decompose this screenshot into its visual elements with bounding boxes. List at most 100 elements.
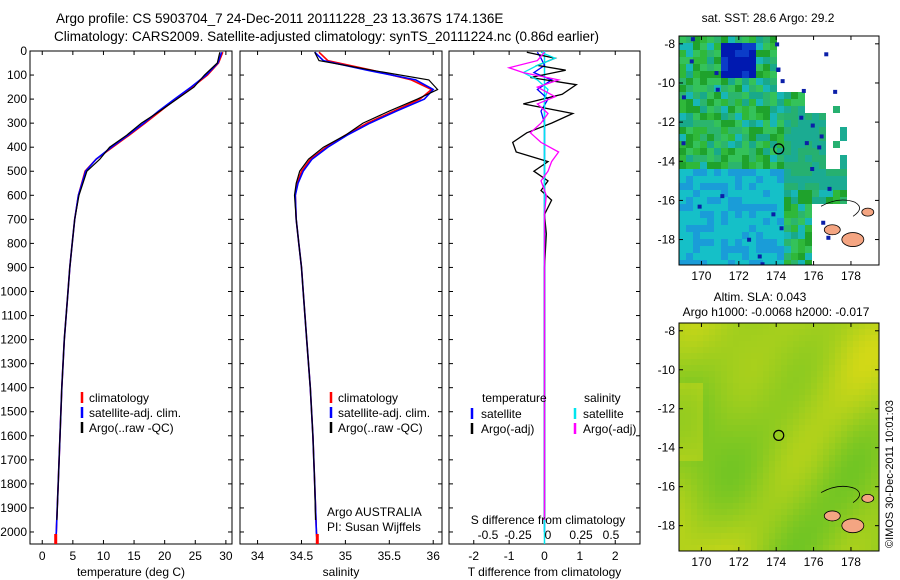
sla-cell <box>823 341 829 347</box>
sst-cell <box>700 169 707 176</box>
sst-cell <box>728 99 735 106</box>
sst-cell <box>721 127 728 134</box>
sla-cell <box>871 413 877 419</box>
sst-cell <box>791 197 798 204</box>
sst-cell <box>763 246 770 253</box>
sst-cell <box>714 225 721 232</box>
sla-cell <box>721 455 727 461</box>
sst-cell <box>840 134 847 141</box>
sst-cell <box>700 155 707 162</box>
sla-cell <box>679 353 685 359</box>
sla-cell <box>835 503 841 509</box>
sst-cell <box>728 141 735 148</box>
sla-cell <box>703 323 709 329</box>
sla-cell <box>853 479 859 485</box>
sla-cell <box>679 365 685 371</box>
sst-cell <box>679 43 686 50</box>
sst-cell <box>791 113 798 120</box>
sla-cell <box>691 461 697 467</box>
sla-cell <box>865 473 871 479</box>
sla-cell <box>679 479 685 485</box>
sst-cell <box>798 260 805 265</box>
sst-cell <box>805 169 812 176</box>
sst-cell <box>819 190 826 197</box>
sla-cell <box>859 455 865 461</box>
sst-cell <box>777 92 784 99</box>
sla-cell <box>697 383 703 389</box>
sla-cell <box>769 533 775 539</box>
sla-cell <box>805 497 811 503</box>
sst-cell <box>700 148 707 155</box>
imos-credit: ©IMOS 30-Dec-2011 10:01:03 <box>884 400 896 548</box>
map-y-tick-label: -12 <box>658 115 676 129</box>
sla-cell <box>811 353 817 359</box>
sla-cell <box>865 389 871 395</box>
sst-cell <box>742 169 749 176</box>
sla-cell <box>769 539 775 545</box>
sla-cell <box>847 353 853 359</box>
sla-cell <box>853 329 859 335</box>
sla-cell <box>823 509 829 515</box>
sla-cell <box>733 449 739 455</box>
sla-cell <box>709 425 715 431</box>
sla-cell <box>685 347 691 353</box>
sst-cell <box>714 134 721 141</box>
sla-cell <box>697 431 703 437</box>
sla-cell <box>781 389 787 395</box>
sla-cell <box>775 491 781 497</box>
sst-cell <box>700 127 707 134</box>
sla-cell <box>805 395 811 401</box>
sst-cell <box>686 169 693 176</box>
sla-cell <box>727 527 733 533</box>
x-tick-label: 30 <box>219 549 233 563</box>
sla-cell <box>745 533 751 539</box>
salinity-series-argo <box>293 51 439 521</box>
sla-cell <box>823 377 829 383</box>
sla-cell <box>799 335 805 341</box>
sst-cell <box>756 204 763 211</box>
sla-cell <box>685 479 691 485</box>
sla-cell <box>703 437 709 443</box>
sst-cell <box>763 190 770 197</box>
island-0 <box>823 510 841 522</box>
sst-dot <box>776 67 781 72</box>
sst-cell <box>826 190 833 197</box>
sla-cell <box>829 479 835 485</box>
sst-cell <box>686 148 693 155</box>
sla-cell <box>865 401 871 407</box>
sla-cell <box>715 515 721 521</box>
sla-cell <box>715 527 721 533</box>
sla-cell <box>841 359 847 365</box>
sla-cell <box>763 437 769 443</box>
sla-cell <box>805 509 811 515</box>
sla-cell <box>793 383 799 389</box>
sla-cell <box>685 383 691 389</box>
sla-cell <box>745 497 751 503</box>
sla-cell <box>745 485 751 491</box>
sla-cell <box>841 509 847 515</box>
sla-cell <box>679 359 685 365</box>
sst-cell <box>763 211 770 218</box>
sla-cell <box>877 413 879 419</box>
sla-cell <box>727 473 733 479</box>
sst-cell <box>812 162 819 169</box>
sla-cell <box>793 407 799 413</box>
sla-cell <box>835 473 841 479</box>
sst-cell <box>679 218 686 225</box>
sla-cell <box>679 509 685 515</box>
sla-cell <box>859 443 865 449</box>
sla-cell <box>691 515 697 521</box>
sst-cell <box>714 78 721 85</box>
sla-cell <box>715 479 721 485</box>
sst-cell <box>770 155 777 162</box>
sla-cell <box>697 419 703 425</box>
y-tick-label: 100 <box>7 68 27 82</box>
sla-cell <box>853 419 859 425</box>
sla-cell <box>877 533 879 539</box>
sst-cell <box>791 106 798 113</box>
sla-cell <box>853 407 859 413</box>
sla-cell <box>769 425 775 431</box>
sla-cell <box>835 413 841 419</box>
sst-cell <box>798 120 805 127</box>
